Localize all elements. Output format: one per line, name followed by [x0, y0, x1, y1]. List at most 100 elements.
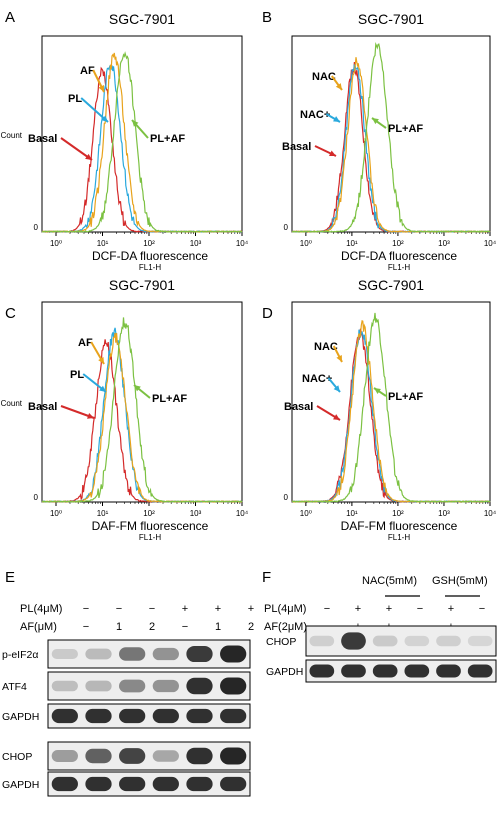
arrowhead — [333, 385, 340, 392]
treatment-label: AF(2μM) — [264, 621, 307, 633]
panel-letter: E — [5, 569, 15, 586]
series-label: PL+AF — [388, 123, 423, 135]
arrowhead — [132, 120, 139, 127]
blot-band — [51, 680, 78, 692]
arrowhead — [98, 85, 104, 92]
blot-label: GAPDH — [2, 779, 39, 791]
panel-letter: D — [262, 305, 273, 322]
blot-band — [85, 680, 112, 692]
y-tick-label: 0 — [284, 223, 289, 232]
x-tick-label: 10² — [143, 239, 155, 248]
histogram-panel-A: A SGC-7901 10⁰ 10¹ 10² 10³ 10⁴ 0 Count DCF-DA flu… — [1, 9, 249, 272]
blot-band — [372, 664, 398, 678]
treatment-value: + — [248, 603, 254, 615]
blot-band — [220, 747, 247, 765]
blot-band — [436, 664, 461, 678]
treatment-value: + — [448, 603, 454, 615]
treatment-value: 1 — [116, 621, 122, 633]
blot-label: ATF4 — [2, 681, 27, 693]
arrowhead — [329, 150, 336, 157]
chart-title: SGC-7901 — [358, 277, 424, 293]
y-tick-label: 0 — [34, 493, 39, 502]
panel-letter: F — [262, 569, 271, 586]
y-tick-label: 0 — [34, 223, 39, 232]
blot-strip — [47, 771, 251, 797]
histogram-panel-C: C SGC-7901 10⁰ 10¹ 10² 10³ 10⁴ 0 Count DAF-FM flu… — [1, 277, 249, 542]
histogram-curve — [41, 52, 243, 233]
treatment-value: 2 — [149, 621, 155, 633]
blot-band — [51, 708, 78, 724]
treatment-value: 1 — [215, 621, 221, 633]
treatment-label: PL(4μM) — [264, 603, 306, 615]
blot-band — [404, 635, 430, 647]
x-axis-sublabel: FL1-H — [139, 533, 161, 542]
blot-band — [220, 645, 247, 663]
blot-band — [152, 708, 179, 724]
series-label: Basal — [282, 141, 311, 153]
blot-band — [309, 635, 335, 647]
x-tick-label: 10⁴ — [236, 509, 249, 518]
blot-band — [309, 664, 335, 678]
blot-band — [119, 776, 146, 792]
blot-band — [220, 776, 247, 792]
chart-title: SGC-7901 — [358, 11, 424, 27]
x-tick-label: 10² — [392, 239, 404, 248]
x-tick-label: 10³ — [190, 509, 202, 518]
arrowhead — [374, 388, 381, 395]
blot-band — [51, 649, 78, 659]
treatment-value: − — [83, 603, 89, 615]
treatment-value: − — [479, 603, 485, 615]
chart-title: SGC-7901 — [109, 277, 175, 293]
arrowhead — [333, 414, 340, 420]
arrowhead — [333, 116, 340, 122]
x-tick-label: 10⁰ — [50, 239, 62, 248]
blot-strip — [47, 671, 251, 701]
treatment-value: − — [182, 621, 188, 633]
group-label: NAC(5mM) — [362, 575, 417, 587]
arrowhead — [372, 118, 379, 125]
histogram-panel-B: B SGC-7901 10⁰ 10¹ 10² 10³ 10⁴ 0 DCF-DA fluoresc… — [262, 9, 497, 272]
histogram-curve — [41, 327, 243, 503]
panel-letter: C — [5, 305, 16, 322]
blot-band — [467, 664, 493, 678]
blot-band — [119, 748, 146, 764]
blot-band — [186, 708, 213, 724]
series-label: PL — [70, 369, 84, 381]
y-tick-label: 0 — [284, 493, 289, 502]
arrowhead — [335, 83, 342, 90]
series-label: NAC — [314, 341, 338, 353]
x-tick-label: 10⁴ — [484, 239, 497, 248]
series-label: NAC+ — [300, 109, 330, 121]
blot-band — [186, 645, 213, 663]
blot-band — [152, 647, 179, 661]
histogram-curve — [41, 51, 243, 233]
treatment-value: 2 — [248, 621, 254, 633]
group-label: GSH(5mM) — [432, 575, 488, 587]
blot-label: GAPDH — [266, 666, 303, 678]
x-tick-label: 10⁴ — [484, 509, 497, 518]
blot-band — [152, 776, 179, 792]
x-tick-label: 10³ — [438, 239, 450, 248]
x-axis-sublabel: FL1-H — [139, 263, 161, 272]
series-label: Basal — [284, 401, 313, 413]
x-axis-sublabel: FL1-H — [388, 263, 410, 272]
series-label: AF — [78, 337, 93, 349]
x-axis-label: DCF-DA fluorescence — [92, 249, 208, 263]
blot-label: p-eIF2α — [2, 649, 38, 661]
series-label: NAC+ — [302, 373, 332, 385]
treatment-value: + — [182, 603, 188, 615]
blot-band — [186, 776, 213, 792]
blot-band — [341, 664, 366, 678]
histogram-panel-D: D SGC-7901 10⁰ 10¹ 10² 10³ 10⁴ 0 DAF-FM fluoresc… — [262, 277, 497, 542]
blot-strip — [47, 741, 251, 771]
blot-band — [372, 635, 398, 647]
blot-label: CHOP — [2, 751, 32, 763]
treatment-label: AF(μM) — [20, 621, 57, 633]
treatment-value: + — [355, 603, 361, 615]
blot-band — [85, 708, 112, 724]
histogram-curve — [41, 339, 243, 503]
panel-letter: A — [5, 9, 15, 26]
blot-band — [467, 635, 493, 647]
series-label: NAC — [312, 71, 336, 83]
